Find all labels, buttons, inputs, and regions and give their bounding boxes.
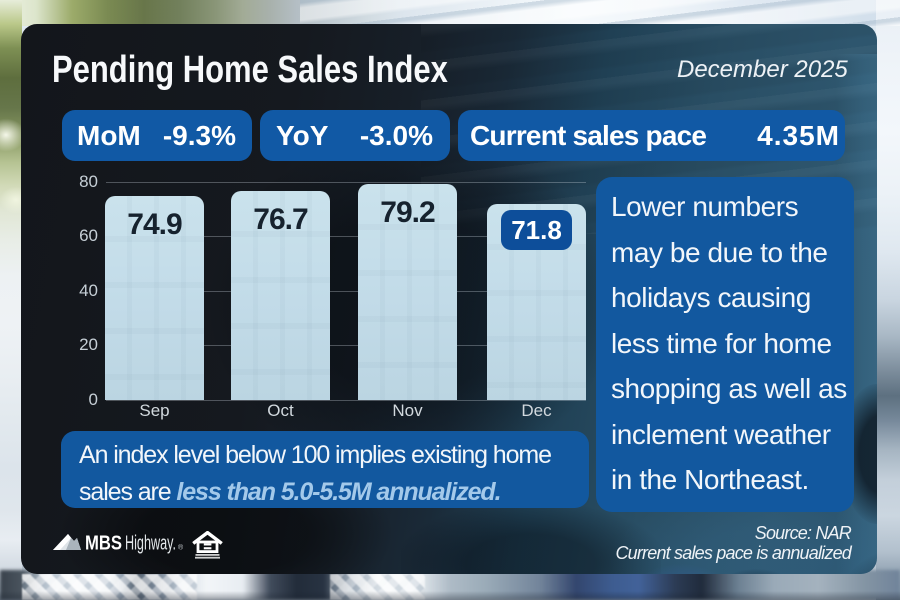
svg-text:®: ® xyxy=(178,544,184,552)
svg-text:MBS: MBS xyxy=(85,533,122,555)
svg-text:Highway.: Highway. xyxy=(125,533,176,555)
